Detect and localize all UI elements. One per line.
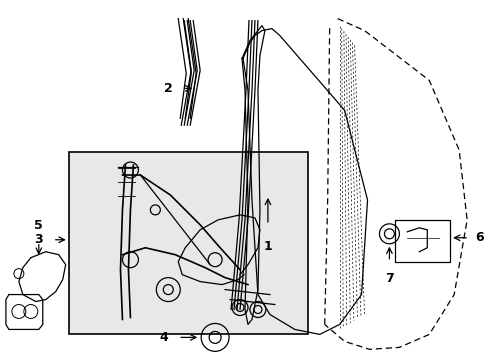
Text: 1: 1	[263, 240, 272, 253]
Bar	[68, 152, 307, 334]
Bar	[395, 220, 449, 262]
Text: 5: 5	[34, 219, 43, 232]
Text: 3: 3	[34, 233, 42, 246]
Text: 6: 6	[474, 231, 483, 244]
Text: 7: 7	[384, 272, 393, 285]
Text: 2: 2	[163, 82, 172, 95]
Text: 4: 4	[159, 331, 168, 344]
